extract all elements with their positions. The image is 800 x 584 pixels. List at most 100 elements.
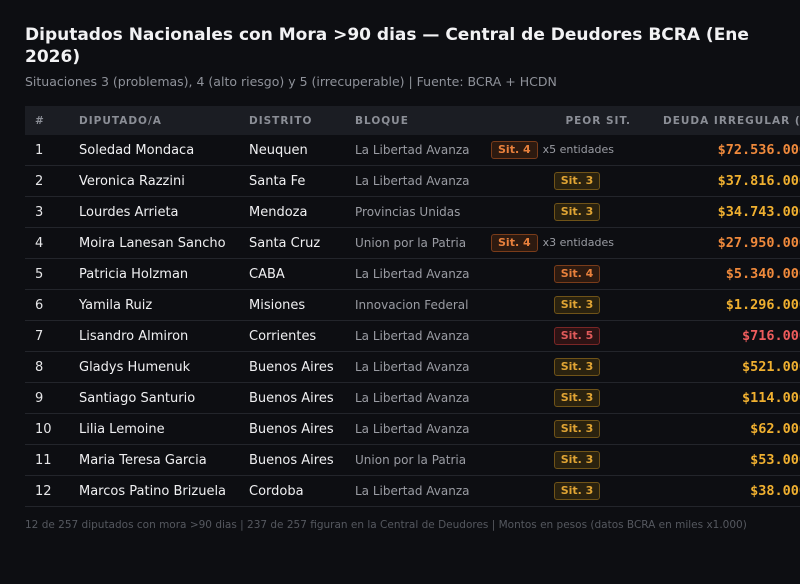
deputy-name: Gladys Humenuk: [79, 351, 249, 383]
deputy-name: Patricia Holzman: [79, 258, 249, 290]
bloc: La Libertad Avanza: [355, 320, 491, 352]
bloc: La Libertad Avanza: [355, 258, 491, 290]
row-number: 2: [25, 165, 79, 197]
situation-badge: Sit. 3: [553, 482, 601, 500]
bloc: Union por la Patria: [355, 227, 491, 259]
bloc: La Libertad Avanza: [355, 165, 491, 197]
irregular-debt-amount: $72.536.000: [663, 135, 800, 166]
situation-badge: Sit. 3: [553, 358, 601, 376]
district: Buenos Aires: [249, 382, 355, 414]
situation-badge: Sit. 3: [553, 389, 601, 407]
row-number: 3: [25, 196, 79, 228]
table-row: 4 Moira Lanesan Sancho Santa Cruz Union por…: [25, 227, 800, 259]
irregular-debt-amount: $38.000: [663, 475, 800, 507]
situation-badge: Sit. 3: [553, 296, 601, 314]
row-number: 1: [25, 135, 79, 166]
column-header-debt: DEUDA IRREGULAR ($): [663, 114, 800, 127]
irregular-debt-amount: $716.000: [663, 320, 800, 352]
situation-badge: Sit. 3: [553, 451, 601, 469]
table-row: 12 Marcos Patino Brizuela Cordoba La Libert…: [25, 475, 800, 507]
row-number: 6: [25, 289, 79, 321]
situation-badge: Sit. 3: [553, 203, 601, 221]
table-row: 5 Patricia Holzman CABA La Libertad Avanza S…: [25, 258, 800, 290]
table-row: 2 Veronica Razzini Santa Fe La Libertad Ava…: [25, 165, 800, 197]
debtors-table: # DIPUTADO/A DISTRITO BLOQUE PEOR SIT. D…: [25, 106, 800, 507]
table-row: 7 Lisandro Almiron Corrientes La Libertad A…: [25, 320, 800, 352]
district: Misiones: [249, 289, 355, 321]
irregular-debt-amount: $521.000: [663, 351, 800, 383]
situation-badge: Sit. 3: [553, 172, 601, 190]
entities-count: x3 entidades: [542, 236, 614, 249]
situation-cell: Sit. 4 x3 entidades: [491, 227, 663, 259]
irregular-debt-amount: $5.340.000: [663, 258, 800, 290]
bloc: Innovacion Federal: [355, 289, 491, 321]
district: Mendoza: [249, 196, 355, 228]
deputy-name: Lisandro Almiron: [79, 320, 249, 352]
district: Buenos Aires: [249, 413, 355, 445]
situation-cell: Sit. 3: [491, 289, 663, 321]
deputy-name: Veronica Razzini: [79, 165, 249, 197]
situation-cell: Sit. 3: [491, 165, 663, 197]
bloc: La Libertad Avanza: [355, 351, 491, 383]
irregular-debt-amount: $37.816.000: [663, 165, 800, 197]
row-number: 7: [25, 320, 79, 352]
district: Corrientes: [249, 320, 355, 352]
table-row: 9 Santiago Santurio Buenos Aires La Liberta…: [25, 382, 800, 414]
deputy-name: Yamila Ruiz: [79, 289, 249, 321]
situation-cell: Sit. 3: [491, 444, 663, 476]
column-header-name: DIPUTADO/A: [79, 114, 162, 127]
row-number: 10: [25, 413, 79, 445]
situation-cell: Sit. 3: [491, 351, 663, 383]
row-number: 8: [25, 351, 79, 383]
situation-badge: Sit. 5: [553, 327, 601, 345]
irregular-debt-amount: $27.950.000: [663, 227, 800, 259]
situation-cell: Sit. 5: [491, 320, 663, 352]
irregular-debt-amount: $62.000: [663, 413, 800, 445]
deputy-name: Marcos Patino Brizuela: [79, 475, 249, 507]
deputy-name: Soledad Mondaca: [79, 135, 249, 166]
column-header-district: DISTRITO: [249, 114, 313, 127]
row-number: 12: [25, 475, 79, 507]
table-row: 10 Lilia Lemoine Buenos Aires La Libertad A…: [25, 413, 800, 445]
district: Buenos Aires: [249, 444, 355, 476]
bloc: La Libertad Avanza: [355, 135, 491, 166]
situation-cell: Sit. 4 x5 entidades: [491, 135, 663, 166]
situation-cell: Sit. 3: [491, 413, 663, 445]
page-title: Diputados Nacionales con Mora >90 dias —…: [25, 25, 749, 67]
column-header-number: #: [35, 114, 45, 127]
table-row: 11 Maria Teresa Garcia Buenos Aires Union p…: [25, 444, 800, 476]
page-subtitle: Situaciones 3 (problemas), 4 (alto riesg…: [25, 74, 557, 89]
district: CABA: [249, 258, 355, 290]
row-number: 11: [25, 444, 79, 476]
situation-badge: Sit. 4: [491, 141, 538, 159]
deputy-name: Santiago Santurio: [79, 382, 249, 414]
irregular-debt-amount: $114.000: [663, 382, 800, 414]
deputy-name: Lourdes Arrieta: [79, 196, 249, 228]
situation-badge: Sit. 3: [553, 420, 601, 438]
deputy-name: Moira Lanesan Sancho: [79, 227, 249, 259]
district: Santa Fe: [249, 165, 355, 197]
bloc: La Libertad Avanza: [355, 413, 491, 445]
district: Santa Cruz: [249, 227, 355, 259]
situation-cell: Sit. 4: [491, 258, 663, 290]
irregular-debt-amount: $1.296.000: [663, 289, 800, 321]
row-number: 4: [25, 227, 79, 259]
district: Buenos Aires: [249, 351, 355, 383]
situation-cell: Sit. 3: [491, 475, 663, 507]
table-row: 8 Gladys Humenuk Buenos Aires La Libertad A…: [25, 351, 800, 383]
table-row: 3 Lourdes Arrieta Mendoza Provincias Unidas…: [25, 196, 800, 228]
table-header-row: # DIPUTADO/A DISTRITO BLOQUE PEOR SIT. D…: [25, 106, 800, 135]
entities-count: x5 entidades: [542, 143, 614, 156]
bloc: Provincias Unidas: [355, 196, 491, 228]
row-number: 5: [25, 258, 79, 290]
irregular-debt-amount: $34.743.000: [663, 196, 800, 228]
row-number: 9: [25, 382, 79, 414]
bloc: La Libertad Avanza: [355, 475, 491, 507]
column-header-bloc: BLOQUE: [355, 114, 409, 127]
situation-badge: Sit. 4: [553, 265, 601, 283]
deputy-name: Lilia Lemoine: [79, 413, 249, 445]
situation-cell: Sit. 3: [491, 382, 663, 414]
footer-note: 12 de 257 diputados con mora >90 dias | …: [25, 519, 747, 531]
district: Cordoba: [249, 475, 355, 507]
table-body: 1 Soledad Mondaca Neuquen La Libertad Avanz…: [25, 135, 800, 507]
